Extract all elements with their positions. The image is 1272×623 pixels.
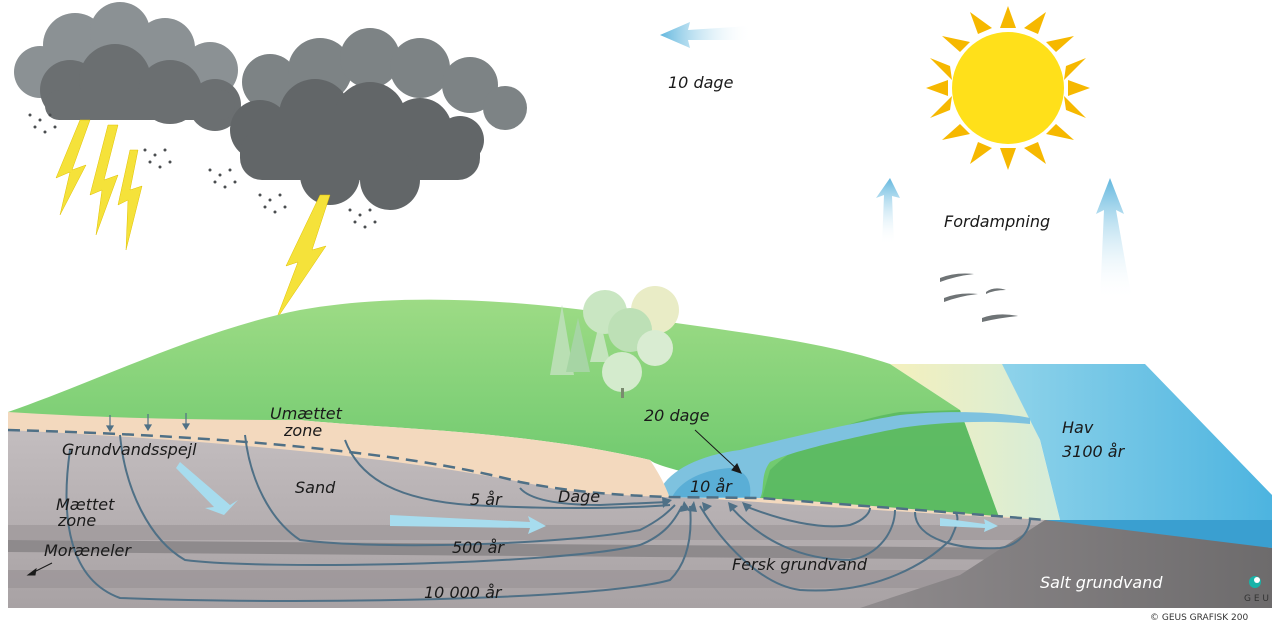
lake-age-label: 10 år: [690, 477, 733, 496]
saturated-zone-label-2: zone: [57, 511, 96, 530]
tree-icon: [550, 286, 679, 398]
geus-logo-icon: G E U S: [1244, 576, 1272, 604]
flow-500-years-label: 500 år: [452, 538, 505, 557]
lake-pointer-arrow: [694, 429, 742, 474]
lake: [660, 412, 1030, 498]
salt-groundwater-zone: [860, 520, 1272, 608]
unsaturated-zone-label-2: zone: [283, 421, 322, 440]
sea-label: Hav: [1062, 418, 1094, 437]
saturated-zone: [8, 430, 1045, 608]
sun-icon: [926, 6, 1090, 170]
lake-residence-label: 20 dage: [644, 406, 710, 425]
wind-arrow-icon: [660, 22, 752, 48]
storm-cloud-icon: [14, 2, 527, 210]
beach: [890, 364, 1060, 520]
lightning-icon: [55, 119, 331, 321]
infiltration-arrow-icon: [105, 413, 191, 433]
saturated-zone-label-1: Mættet: [56, 495, 115, 514]
clay-label: Moræneler: [44, 541, 132, 560]
evaporation-label: Fordampning: [944, 212, 1050, 231]
water-table-line: [7, 428, 1046, 522]
sand-label: Sand: [295, 478, 336, 497]
water-table-label: Grundvandsspejl: [62, 440, 197, 459]
rain-icon: [28, 113, 377, 229]
unsaturated-zone-label-1: Umættet: [270, 404, 343, 423]
salt-groundwater-label: Salt grundvand: [1040, 573, 1163, 592]
flow-10000-years-label: 10 000 år: [424, 583, 503, 602]
copyright-text: © GEUS GRAFISK 200: [1150, 613, 1248, 623]
sea-age-label: 3100 år: [1062, 442, 1126, 461]
stream-days-label: Dage: [558, 487, 600, 506]
clay-band: [8, 540, 1045, 560]
groundwater-flow-paths: [65, 434, 1031, 602]
wind-label: 10 dage: [668, 73, 734, 92]
evaporation-arrow-icon: [876, 178, 1132, 300]
flow-5-years-label: 5 år: [470, 490, 503, 509]
sea: [1000, 364, 1272, 548]
fresh-groundwater-label: Fersk grundvand: [732, 555, 868, 574]
svg-text:G E U S: G E U S: [1244, 594, 1272, 604]
flow-arrow-icon: [176, 462, 998, 534]
clay-pointer-arrow: [26, 562, 53, 576]
